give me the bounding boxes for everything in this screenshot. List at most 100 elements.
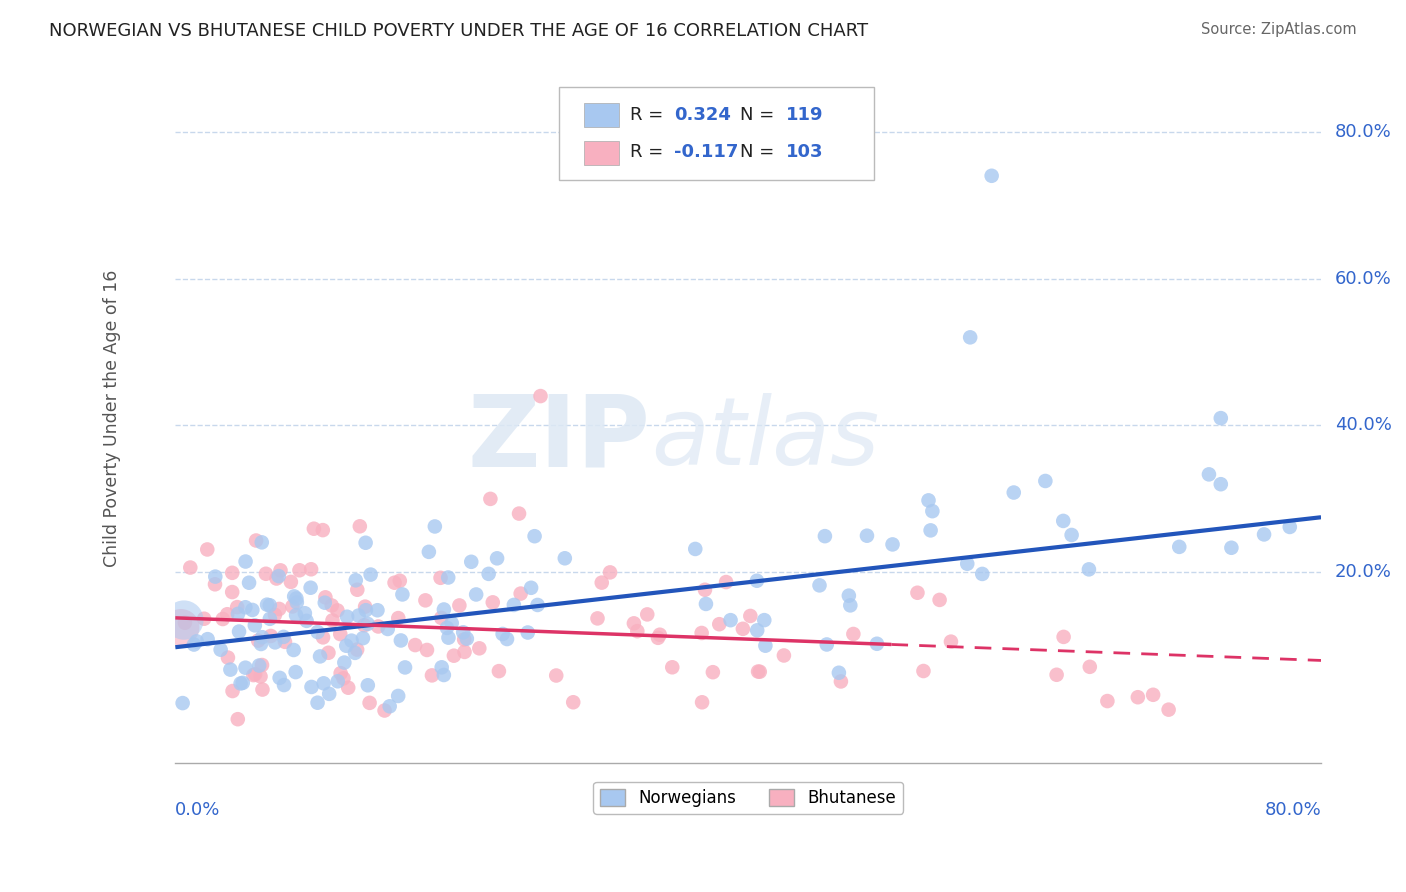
Point [333,656,356,670]
Text: Source: ZipAtlas.com: Source: ZipAtlas.com [1201,22,1357,37]
Point [197,632,219,647]
Point [329,666,352,681]
Point [429,571,451,585]
Point [526,598,548,612]
Point [683,541,706,556]
Point [554,551,576,566]
Legend: Norwegians, Bhutanese: Norwegians, Bhutanese [593,782,903,814]
Point [259,599,281,613]
Point [247,633,270,648]
Point [980,169,1002,183]
Point [1060,528,1083,542]
Point [636,607,658,622]
Point [404,638,426,652]
Point [1002,485,1025,500]
Point [1142,688,1164,702]
Text: atlas: atlas [651,393,879,484]
Point [502,598,524,612]
Point [690,695,713,709]
Point [285,591,308,606]
Point [453,632,475,647]
Text: 0.0%: 0.0% [176,801,221,819]
Point [562,695,585,709]
Point [329,627,352,641]
Point [516,625,538,640]
Point [745,574,768,588]
Point [312,676,335,690]
Point [690,626,713,640]
Point [1077,562,1099,576]
Point [437,631,460,645]
Point [299,562,322,576]
Point [340,633,363,648]
Point [695,597,717,611]
Point [245,667,267,681]
Point [468,641,491,656]
Point [186,634,208,648]
Point [815,638,838,652]
Point [337,681,360,695]
Point [1157,703,1180,717]
Point [294,606,316,620]
Point [959,330,981,344]
FancyBboxPatch shape [560,87,875,180]
Point [773,648,796,663]
Point [359,696,381,710]
Point [259,612,281,626]
Point [312,631,335,645]
Point [211,612,233,626]
Text: R =: R = [630,106,669,124]
Point [307,696,329,710]
Point [433,668,456,682]
Text: 119: 119 [786,106,824,124]
Point [486,551,509,566]
Point [314,591,336,605]
Point [266,572,288,586]
Point [242,668,264,682]
Point [240,603,263,617]
Point [1253,527,1275,541]
Point [366,603,388,617]
Point [273,630,295,644]
Point [1078,660,1101,674]
Point [321,599,343,613]
Point [283,590,305,604]
Point [443,648,465,663]
Point [747,665,769,679]
Point [343,646,366,660]
Point [221,566,243,580]
Point [430,611,453,625]
Point [221,585,243,599]
Point [226,600,249,615]
Text: NORWEGIAN VS BHUTANESE CHILD POVERTY UNDER THE AGE OF 16 CORRELATION CHART: NORWEGIAN VS BHUTANESE CHILD POVERTY UND… [49,22,869,40]
Text: 40.0%: 40.0% [1334,417,1392,434]
Point [193,612,215,626]
Point [179,560,201,574]
Point [378,699,401,714]
Point [332,671,354,685]
Point [391,587,413,601]
Point [830,674,852,689]
Point [374,704,396,718]
Point [529,389,551,403]
Point [281,599,304,614]
Point [326,674,349,689]
Point [921,504,943,518]
Point [217,650,239,665]
Point [344,574,367,588]
Point [1278,520,1301,534]
Point [496,632,519,646]
Point [599,566,621,580]
Point [437,570,460,584]
Point [1033,474,1056,488]
Point [928,593,950,607]
Point [912,664,935,678]
Point [353,618,375,632]
Point [1052,630,1074,644]
Point [488,664,510,678]
FancyBboxPatch shape [585,103,619,127]
Point [346,582,368,597]
Point [269,602,291,616]
Point [509,586,531,600]
Point [301,680,323,694]
